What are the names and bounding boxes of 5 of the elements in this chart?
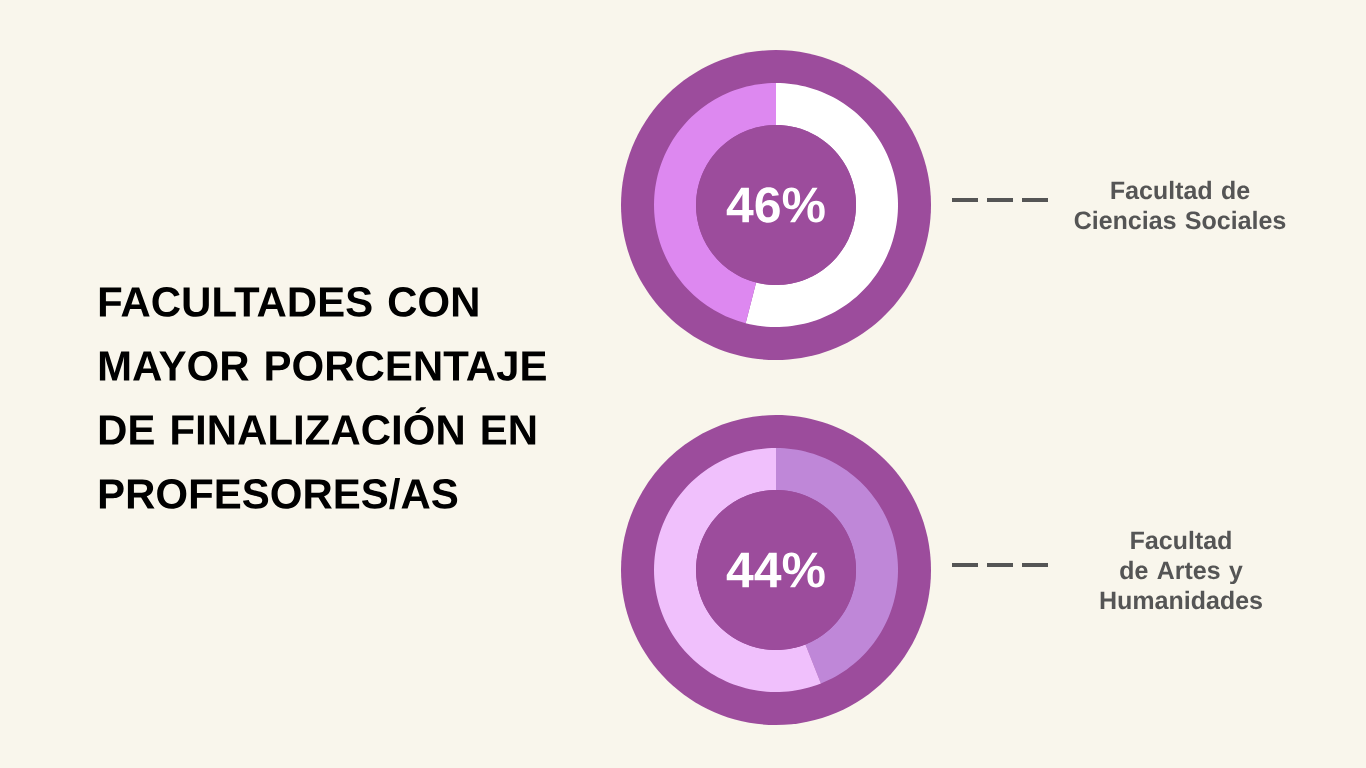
text: Facultad de Ciencias Sociales xyxy=(1074,180,1286,230)
text: 46% xyxy=(726,187,825,223)
text: FACULTADES CON MAYOR PORCENTAJE DE FINALIZACIÓN EN PROFESORES/AS xyxy=(99,287,546,510)
text: 44% xyxy=(726,552,825,588)
text: Facultad de Artes y Humanidades xyxy=(1100,530,1262,610)
